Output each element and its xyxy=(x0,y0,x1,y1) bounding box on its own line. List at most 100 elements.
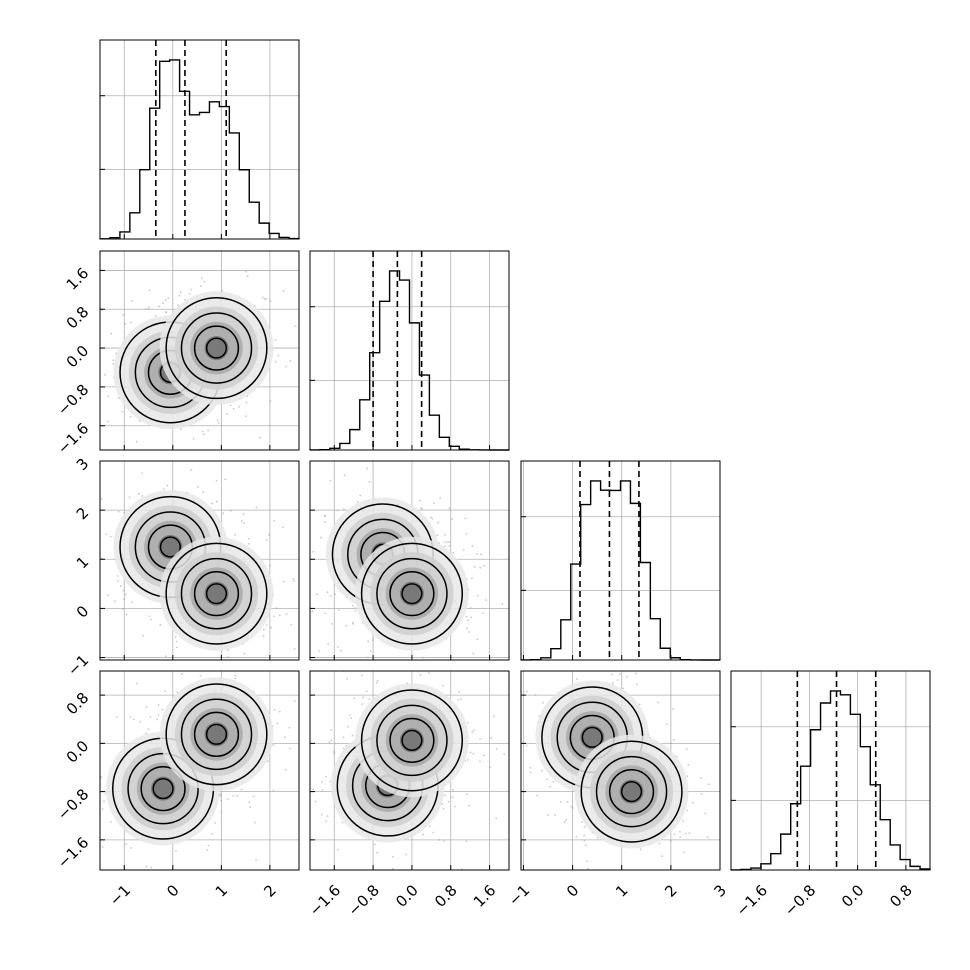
panel-frame xyxy=(309,460,510,661)
scatter-point xyxy=(501,603,504,605)
scatter-point xyxy=(534,694,537,696)
scatter-point xyxy=(672,707,674,710)
scatter-point xyxy=(166,484,169,487)
histogram-2 xyxy=(520,480,720,661)
scatter-point xyxy=(546,814,549,816)
scatter-point xyxy=(132,718,135,720)
panel-3-0 xyxy=(99,670,300,871)
scatter-point xyxy=(525,690,528,693)
scatter-point xyxy=(529,771,532,774)
scatter-point xyxy=(255,858,257,861)
histogram-1 xyxy=(309,270,509,451)
scatter-point xyxy=(684,832,687,835)
scatter-point xyxy=(145,865,148,868)
scatter-point xyxy=(458,691,461,694)
panel-frame xyxy=(520,670,721,871)
xtick-label: 0.0 xyxy=(838,881,868,911)
scatter-point xyxy=(179,291,182,293)
scatter-point xyxy=(433,502,435,505)
scatter-point xyxy=(679,836,682,838)
scatter-point xyxy=(369,650,372,653)
scatter-point xyxy=(135,440,138,443)
scatter-point xyxy=(113,600,116,603)
scatter-point xyxy=(560,801,562,803)
scatter-point xyxy=(176,646,178,649)
scatter-point xyxy=(329,780,332,783)
density-fill-1-3 xyxy=(204,336,229,361)
scatter-point xyxy=(372,637,375,640)
scatter-point xyxy=(476,638,479,641)
xtick-label: −1 xyxy=(505,881,533,909)
density-fill-1-3 xyxy=(204,722,229,747)
scatter-point xyxy=(129,716,132,719)
scatter-point xyxy=(234,533,237,536)
scatter-point xyxy=(542,701,544,704)
scatter-point xyxy=(362,696,365,699)
scatter-point xyxy=(159,624,162,626)
scatter-point xyxy=(475,553,478,555)
scatter-point xyxy=(320,536,322,539)
scatter-point xyxy=(226,649,229,652)
scatter-point xyxy=(130,601,133,604)
scatter-point xyxy=(269,300,272,303)
scatter-point xyxy=(181,672,183,675)
panel-frame xyxy=(99,670,300,871)
scatter-point xyxy=(493,715,495,718)
scatter-point xyxy=(265,539,268,541)
scatter-point xyxy=(443,839,445,842)
panel-frame xyxy=(99,39,300,240)
histogram-3 xyxy=(730,690,931,871)
scatter-point xyxy=(482,612,485,614)
scatter-point xyxy=(232,407,235,410)
scatter-point xyxy=(247,538,250,540)
scatter-point xyxy=(480,553,482,556)
scatter-point xyxy=(156,718,158,721)
scatter-point xyxy=(347,725,349,728)
panel-frame xyxy=(520,460,721,661)
scatter-point xyxy=(442,684,444,687)
scatter-point xyxy=(164,655,167,658)
scatter-point xyxy=(549,785,552,788)
scatter-point xyxy=(197,486,199,488)
xtick-label: 0.0 xyxy=(392,881,422,911)
scatter-point xyxy=(222,512,225,515)
scatter-point xyxy=(451,518,454,521)
scatter-point xyxy=(292,577,295,580)
scatter-point xyxy=(262,635,265,637)
scatter-point xyxy=(495,747,498,750)
scatter-point xyxy=(323,514,326,517)
scatter-point xyxy=(232,794,235,797)
contour-0-3 xyxy=(152,777,174,800)
contour-1-1 xyxy=(180,312,253,384)
scatter-point xyxy=(661,855,664,858)
scatter-point xyxy=(144,307,147,310)
scatter-point xyxy=(247,542,250,545)
scatter-point xyxy=(485,599,488,601)
scatter-point xyxy=(638,703,641,706)
scatter-point xyxy=(104,373,106,376)
scatter-point xyxy=(242,513,245,516)
scatter-point xyxy=(116,716,118,718)
scatter-point xyxy=(462,549,465,551)
scatter-point xyxy=(288,726,291,729)
scatter-point xyxy=(337,848,339,851)
scatter-point xyxy=(285,613,288,616)
density-fill-1-3 xyxy=(399,728,424,753)
contour-1-3 xyxy=(205,583,228,605)
scatter-point xyxy=(199,674,202,677)
scatter-point xyxy=(162,488,165,490)
scatter-point xyxy=(639,848,642,851)
scatter-point xyxy=(129,321,132,324)
scatter-point xyxy=(470,616,473,619)
scatter-point xyxy=(343,474,346,477)
scatter-point xyxy=(626,675,628,678)
scatter-point xyxy=(318,650,320,652)
scatter-point xyxy=(584,844,587,847)
scatter-point xyxy=(365,690,368,693)
scatter-point xyxy=(175,640,178,643)
ytick-label: −1.6 xyxy=(54,419,92,457)
scatter-point xyxy=(448,507,451,510)
scatter-point xyxy=(352,604,354,607)
scatter-point xyxy=(686,775,689,778)
scatter-point xyxy=(226,413,229,416)
